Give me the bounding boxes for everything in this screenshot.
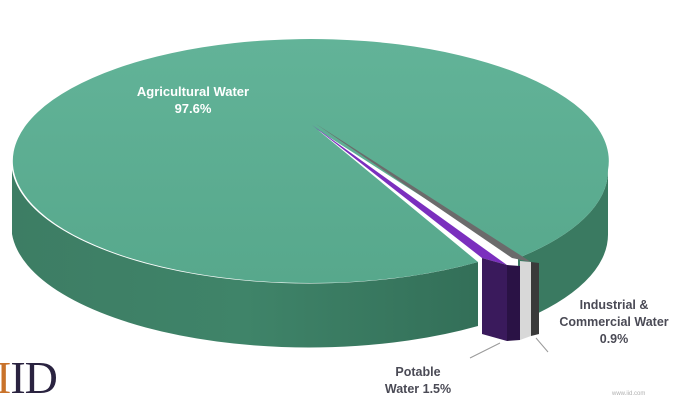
leader-potable: [469, 342, 501, 359]
label-potable: Potable Water 1.5%: [368, 364, 468, 398]
iid-logo: IID: [0, 352, 58, 404]
slice-potable-top: [312, 125, 507, 265]
slice-agricultural-side: [12, 170, 478, 348]
label-potable-line2: Water 1.5%: [384, 382, 452, 396]
slice-industrial-side-dark: [531, 262, 539, 336]
logo-accent: I: [0, 352, 11, 403]
label-industrial-line1: Industrial &: [579, 298, 649, 312]
slice-agricultural-top: [12, 39, 609, 284]
label-industrial-line2: Commercial Water: [559, 315, 669, 329]
slice-agricultural-side-right: [518, 170, 609, 322]
label-industrial-line3: 0.9%: [599, 332, 629, 346]
slice-potable-side: [482, 258, 507, 341]
logo-text: ID: [10, 352, 58, 403]
label-potable-line1: Potable: [395, 365, 441, 379]
leader-industrial: [535, 337, 549, 353]
slice-industrial-side: [520, 261, 531, 340]
label-industrial: Industrial & Commercial Water 0.9%: [548, 297, 680, 348]
label-agricultural: Agricultural Water 97.6%: [118, 83, 268, 117]
slice-industrial-top: [316, 124, 531, 262]
watermark: www.iid.com: [612, 391, 646, 397]
slice-potable-edge: [507, 265, 520, 341]
label-agricultural-line2: 97.6%: [174, 101, 212, 116]
label-agricultural-line1: Agricultural Water: [136, 84, 250, 99]
